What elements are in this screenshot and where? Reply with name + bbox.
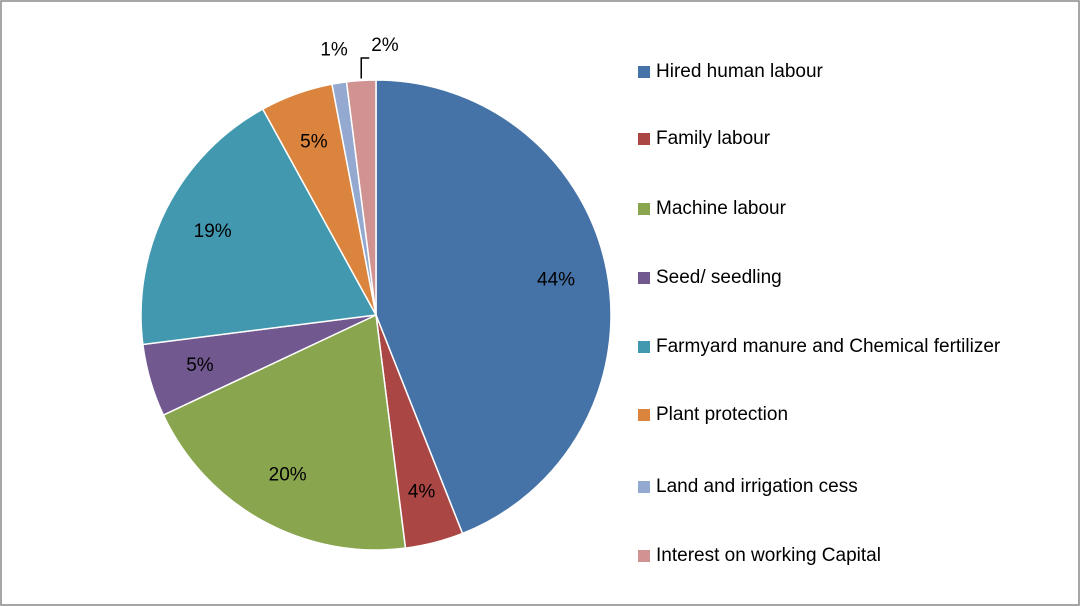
pie-slice [345, 79, 377, 316]
legend-label: Machine labour [656, 198, 786, 219]
data-label: 1% [320, 39, 348, 60]
legend-swatch [638, 133, 650, 145]
legend-label: Farmyard manure and Chemical fertilizer [656, 336, 1001, 357]
legend-entry: Land and irrigation cess [638, 472, 1038, 502]
legend-label: Plant protection [656, 404, 789, 425]
data-label: 44% [537, 270, 575, 291]
leader-line [360, 57, 370, 79]
data-label: 5% [300, 132, 328, 153]
data-label: 19% [194, 221, 232, 242]
data-label: 20% [269, 465, 307, 486]
legend-swatch [638, 550, 650, 562]
legend-entry: Farmyard manure and Chemical fertilizer [638, 332, 1038, 362]
legend-entry: Family labour [638, 124, 1038, 154]
legend-entry: Seed/ seedling [638, 263, 1038, 293]
legend-entry: Hired human labour [638, 57, 1038, 87]
legend-swatch [638, 409, 650, 421]
pie-slice [162, 313, 407, 551]
legend-swatch [638, 272, 650, 284]
legend-swatch [638, 203, 650, 215]
legend-label: Family labour [656, 128, 771, 149]
pie-slice [140, 108, 378, 346]
data-label: 2% [371, 35, 399, 56]
legend-swatch [638, 66, 650, 78]
legend-entry: Plant protection [638, 400, 1038, 430]
legend-label: Hired human labour [656, 61, 823, 82]
legend-swatch [638, 341, 650, 353]
legend-entry: Interest on working Capital [638, 541, 1038, 571]
legend-swatch [638, 481, 650, 493]
legend-label: Land and irrigation cess [656, 476, 858, 497]
legend-label: Seed/ seedling [656, 267, 782, 288]
pie-slice [375, 79, 612, 535]
data-label: 5% [186, 355, 214, 376]
legend-label: Interest on working Capital [656, 545, 881, 566]
legend-entry: Machine labour [638, 194, 1038, 224]
data-label: 4% [408, 482, 436, 503]
